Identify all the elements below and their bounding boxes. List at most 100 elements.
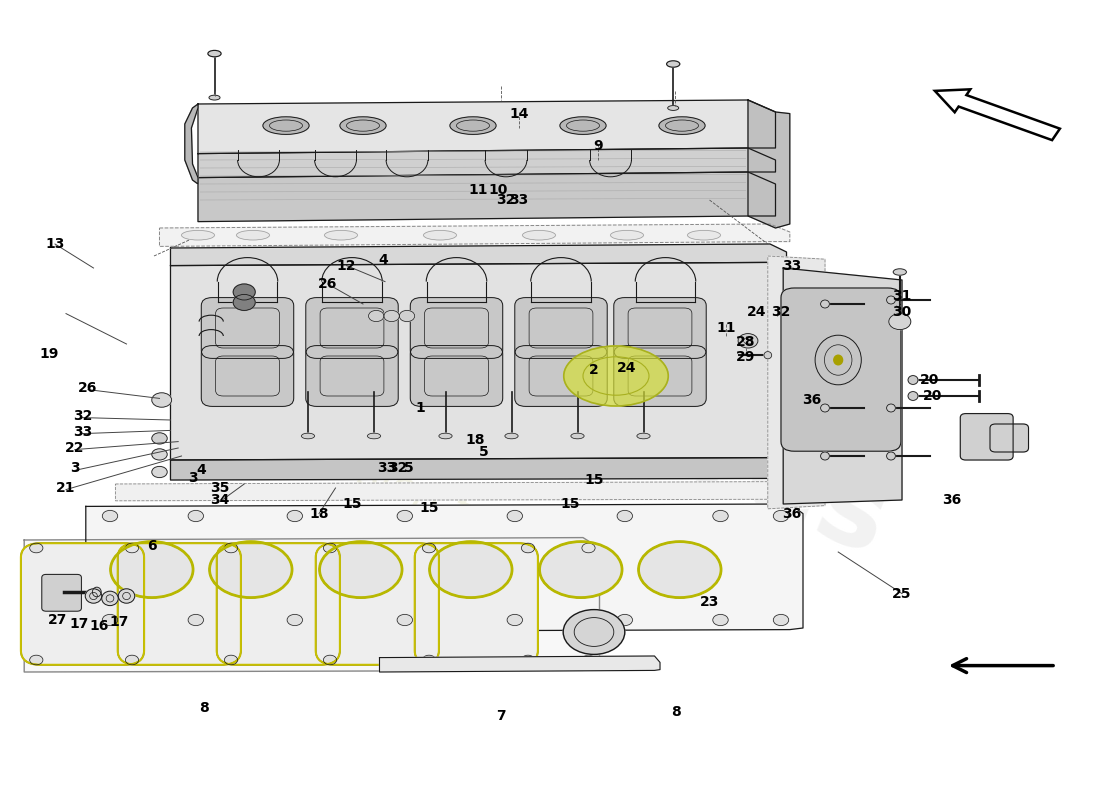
Ellipse shape <box>909 392 917 400</box>
FancyBboxPatch shape <box>515 298 607 358</box>
Circle shape <box>287 510 303 522</box>
Circle shape <box>152 466 167 478</box>
Circle shape <box>507 510 522 522</box>
FancyBboxPatch shape <box>614 298 706 358</box>
Ellipse shape <box>659 117 705 134</box>
Ellipse shape <box>821 404 829 412</box>
Polygon shape <box>198 100 775 154</box>
Text: 14: 14 <box>509 106 529 121</box>
Text: 5: 5 <box>405 461 414 475</box>
Text: 36: 36 <box>942 493 961 507</box>
Circle shape <box>773 614 789 626</box>
Ellipse shape <box>324 230 358 240</box>
Ellipse shape <box>560 117 606 134</box>
Text: 36: 36 <box>782 506 802 521</box>
Text: 17: 17 <box>69 617 89 631</box>
Ellipse shape <box>834 355 843 365</box>
FancyBboxPatch shape <box>201 298 294 358</box>
Circle shape <box>188 510 204 522</box>
Text: 34: 34 <box>210 493 230 507</box>
Ellipse shape <box>887 296 895 304</box>
Ellipse shape <box>236 230 270 240</box>
Circle shape <box>152 433 167 444</box>
Circle shape <box>125 655 139 665</box>
Ellipse shape <box>429 542 512 598</box>
Text: 22: 22 <box>65 441 85 455</box>
Circle shape <box>422 655 436 665</box>
FancyBboxPatch shape <box>990 424 1028 452</box>
Ellipse shape <box>821 300 829 308</box>
Ellipse shape <box>182 230 214 240</box>
Circle shape <box>323 543 337 553</box>
Circle shape <box>125 543 139 553</box>
Ellipse shape <box>505 434 518 438</box>
Text: 33: 33 <box>782 258 802 273</box>
Ellipse shape <box>101 591 119 606</box>
FancyBboxPatch shape <box>306 298 398 358</box>
Text: 5: 5 <box>480 445 488 459</box>
Ellipse shape <box>209 95 220 100</box>
Ellipse shape <box>340 117 386 134</box>
FancyBboxPatch shape <box>42 574 81 611</box>
Ellipse shape <box>119 589 134 603</box>
Ellipse shape <box>208 50 221 57</box>
FancyBboxPatch shape <box>515 346 607 406</box>
Text: 11: 11 <box>469 183 488 198</box>
FancyBboxPatch shape <box>217 543 340 665</box>
Circle shape <box>617 614 632 626</box>
Polygon shape <box>170 262 786 460</box>
Text: 33: 33 <box>377 461 397 475</box>
Circle shape <box>713 510 728 522</box>
Text: 15: 15 <box>419 501 439 515</box>
Ellipse shape <box>424 230 456 240</box>
Polygon shape <box>160 224 790 246</box>
Text: 19: 19 <box>40 346 59 361</box>
Circle shape <box>323 655 337 665</box>
Ellipse shape <box>610 230 643 240</box>
Ellipse shape <box>638 542 722 598</box>
Ellipse shape <box>540 542 623 598</box>
Text: a passion for detail: a passion for detail <box>248 410 632 598</box>
Text: 27: 27 <box>47 613 67 627</box>
Polygon shape <box>116 482 798 501</box>
Circle shape <box>521 655 535 665</box>
FancyBboxPatch shape <box>306 346 398 406</box>
Circle shape <box>397 614 412 626</box>
Circle shape <box>773 510 789 522</box>
Ellipse shape <box>564 346 669 406</box>
Polygon shape <box>198 148 775 178</box>
Polygon shape <box>170 458 786 480</box>
Text: 9: 9 <box>594 138 603 153</box>
Ellipse shape <box>522 230 556 240</box>
Ellipse shape <box>887 452 895 460</box>
Circle shape <box>30 655 43 665</box>
Polygon shape <box>379 656 660 672</box>
Circle shape <box>30 543 43 553</box>
Text: 7: 7 <box>496 709 505 723</box>
Text: 32: 32 <box>73 409 92 423</box>
Circle shape <box>102 510 118 522</box>
Ellipse shape <box>909 376 917 384</box>
Circle shape <box>152 449 167 460</box>
Text: 36: 36 <box>802 393 822 407</box>
Circle shape <box>224 543 238 553</box>
Text: 31: 31 <box>892 289 912 303</box>
Polygon shape <box>783 268 902 504</box>
Text: 1: 1 <box>416 401 425 415</box>
Ellipse shape <box>301 434 315 438</box>
Text: 2: 2 <box>590 362 598 377</box>
Text: 20: 20 <box>923 389 943 403</box>
Text: 17: 17 <box>109 615 129 630</box>
Text: 11: 11 <box>716 321 736 335</box>
Circle shape <box>889 314 911 330</box>
Ellipse shape <box>821 452 829 460</box>
Circle shape <box>399 310 415 322</box>
Text: 15: 15 <box>342 497 362 511</box>
Circle shape <box>233 294 255 310</box>
FancyBboxPatch shape <box>118 543 241 665</box>
Text: 15: 15 <box>584 473 604 487</box>
Text: 32: 32 <box>496 193 516 207</box>
Circle shape <box>287 614 303 626</box>
Text: 8: 8 <box>672 705 681 719</box>
FancyBboxPatch shape <box>781 288 901 451</box>
